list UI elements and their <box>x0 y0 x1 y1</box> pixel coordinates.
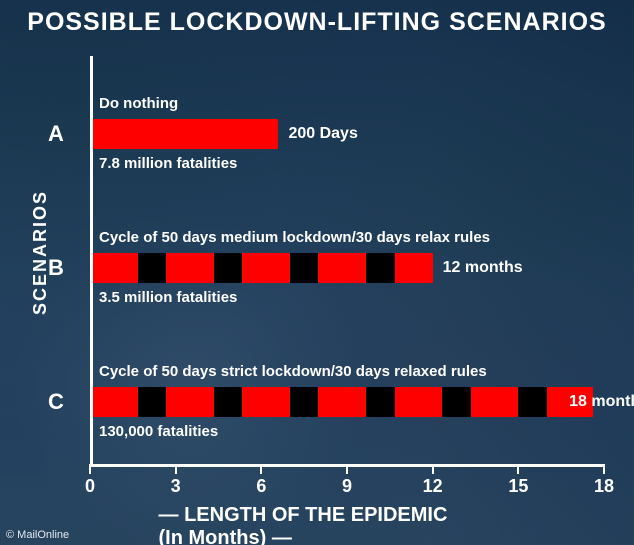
scenario-bar-segment <box>166 253 214 283</box>
x-tick-mark <box>260 464 262 474</box>
x-tick-label: 3 <box>171 476 181 497</box>
scenario-top-caption: Cycle of 50 days medium lockdown/30 days… <box>99 229 490 246</box>
scenario-letter: A <box>48 121 64 147</box>
scenario-bottom-caption: 7.8 million fatalities <box>99 155 237 172</box>
scenario-bar-segment <box>166 387 214 417</box>
scenario-value-label: 18 months <box>569 393 634 411</box>
scenario-bottom-caption: 130,000 fatalities <box>99 423 218 440</box>
x-tick-mark <box>432 464 434 474</box>
chart-title: POSSIBLE LOCKDOWN-LIFTING SCENARIOS <box>0 8 634 37</box>
scenario-bar-segment <box>242 253 290 283</box>
x-tick-label: 12 <box>423 476 443 497</box>
scenario-value-label: 200 Days <box>288 125 357 143</box>
x-tick-label: 15 <box>508 476 528 497</box>
dash-right: — <box>272 527 292 545</box>
x-axis-label-text: LENGTH OF THE EPIDEMIC (In Months) <box>159 504 448 545</box>
scenario-bar-segment <box>395 253 433 283</box>
scenario-top-caption: Do nothing <box>99 95 178 112</box>
x-tick-mark <box>603 464 605 474</box>
infographic-root: POSSIBLE LOCKDOWN-LIFTING SCENARIOS SCEN… <box>0 0 634 545</box>
x-tick-mark <box>175 464 177 474</box>
credit-text: © MailOnline <box>6 529 69 541</box>
x-tick-label: 9 <box>342 476 352 497</box>
x-tick-label: 18 <box>594 476 614 497</box>
scenario-bar-segment <box>395 387 443 417</box>
scenario-letter: C <box>48 389 64 415</box>
x-tick-label: 6 <box>256 476 266 497</box>
dash-left: — <box>159 504 179 526</box>
scenario-value-label: 12 months <box>443 259 523 277</box>
y-axis-label: SCENARIOS <box>30 190 51 315</box>
scenario-bar <box>93 119 278 149</box>
x-tick-mark <box>346 464 348 474</box>
x-tick-label: 0 <box>85 476 95 497</box>
scenario-bar-segment <box>318 253 366 283</box>
scenario-top-caption: Cycle of 50 days strict lockdown/30 days… <box>99 363 487 380</box>
x-axis-label: — LENGTH OF THE EPIDEMIC (In Months) — <box>159 504 476 545</box>
scenario-bar-segment <box>93 253 138 283</box>
scenario-bar-segment <box>471 387 519 417</box>
scenario-bar-segment <box>242 387 290 417</box>
x-tick-mark <box>89 464 91 474</box>
scenario-bottom-caption: 3.5 million fatalities <box>99 289 237 306</box>
scenario-bar-segment <box>318 387 366 417</box>
x-tick-mark <box>517 464 519 474</box>
scenario-letter: B <box>48 255 64 281</box>
scenario-bar-segment <box>93 387 138 417</box>
